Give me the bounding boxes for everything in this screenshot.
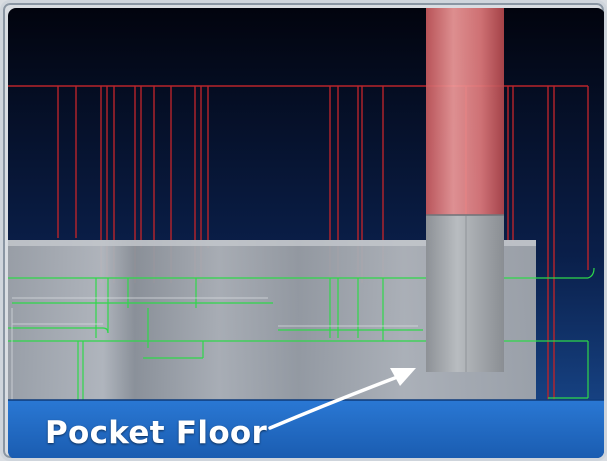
tool-cutter: [426, 215, 504, 372]
tool-holder: [426, 8, 504, 215]
callout-label: Pocket Floor: [45, 415, 268, 451]
part-top-edge: [8, 240, 536, 246]
cad-viewport: [8, 8, 604, 458]
cad-scene: [8, 8, 604, 458]
caption-band: [8, 400, 604, 458]
end-mill-tool: [426, 8, 504, 372]
arrow-pointer-icon: [268, 368, 416, 430]
part-edge-lines: [11, 297, 418, 403]
